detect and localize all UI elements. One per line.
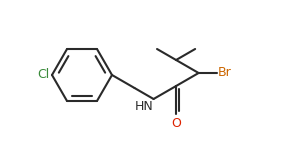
Text: Cl: Cl — [38, 69, 50, 81]
Text: HN: HN — [135, 100, 154, 113]
Text: Br: Br — [218, 66, 231, 80]
Text: O: O — [171, 117, 181, 130]
